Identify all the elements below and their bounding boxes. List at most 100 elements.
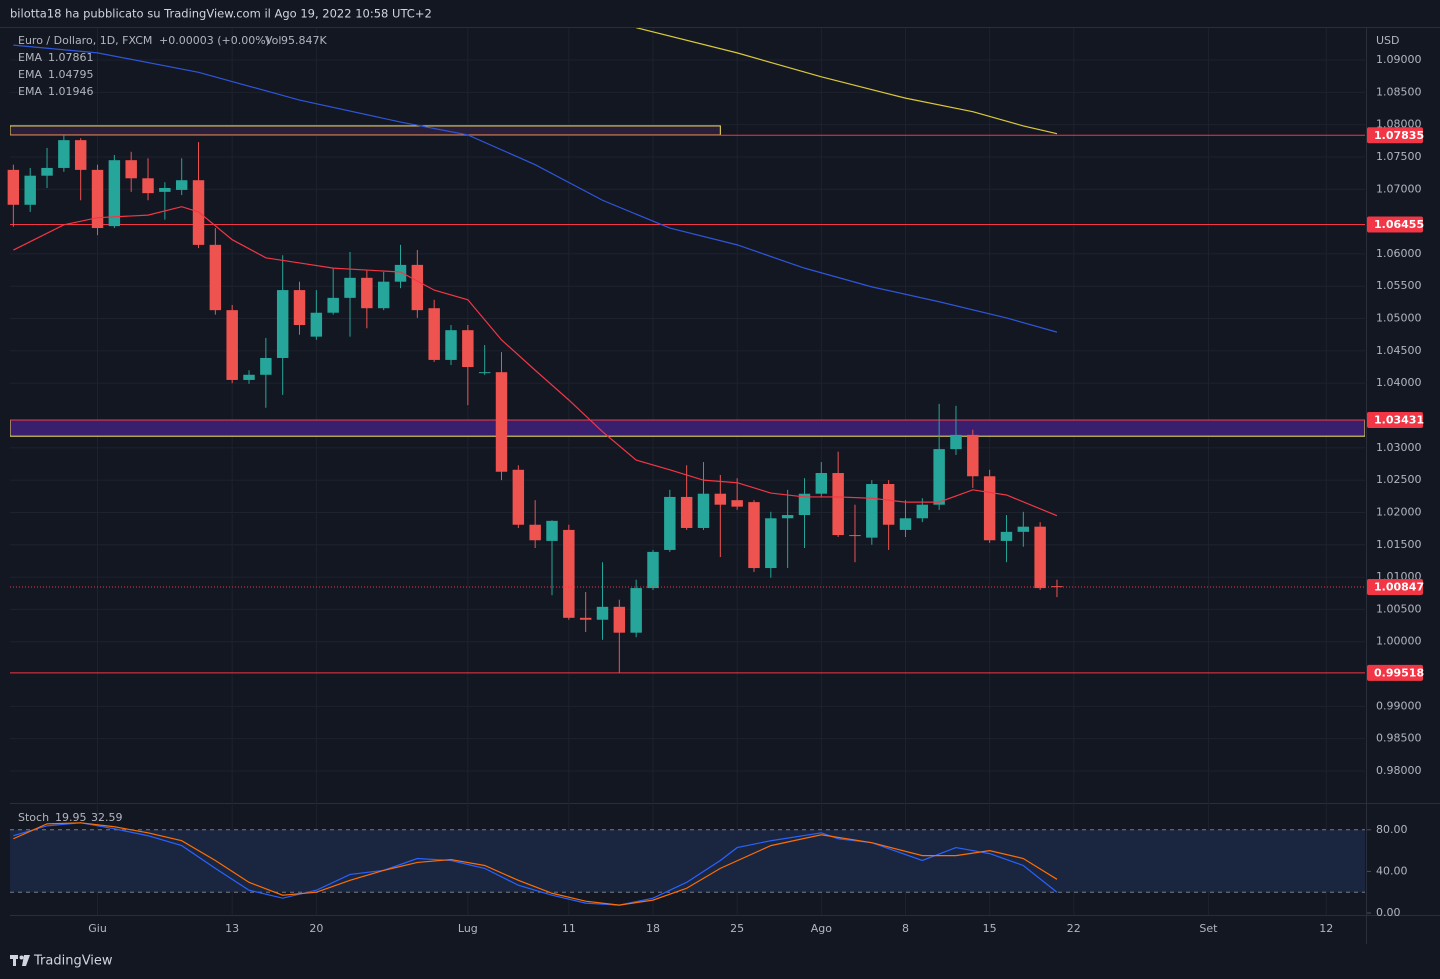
y-tick-label: 1.00500 <box>1376 602 1422 615</box>
level-label: 0.99518 <box>1374 666 1424 679</box>
candle-body <box>1000 531 1013 541</box>
level-label: 1.07835 <box>1374 129 1424 142</box>
stoch-band <box>10 829 1365 893</box>
candle-body <box>411 264 424 311</box>
level-tag <box>1367 127 1423 144</box>
candle-body <box>478 372 491 374</box>
stoch-line <box>13 822 1058 906</box>
candle-body <box>765 518 777 569</box>
y-tick-label: 0.99000 <box>1376 699 1422 712</box>
zone <box>10 125 721 136</box>
candle-body <box>680 496 693 528</box>
y-tick-label: 0.98000 <box>1376 764 1422 777</box>
candle-body <box>226 310 238 380</box>
y-tick-label: 1.04500 <box>1376 344 1422 357</box>
ema-line <box>13 206 1058 517</box>
candle-body <box>41 167 53 176</box>
legend-value: 1.04795 <box>48 68 94 81</box>
candle-body <box>142 178 154 194</box>
candle-body <box>243 374 255 380</box>
x-tick-label: 22 <box>1067 922 1081 935</box>
y-tick-label: 1.03000 <box>1376 441 1422 454</box>
y-tick-label: 1.07000 <box>1376 182 1422 195</box>
candle-body <box>529 524 541 541</box>
legend-name: EMA <box>18 85 42 98</box>
price-axis: 0.980000.985000.990001.000001.005001.010… <box>1367 34 1424 919</box>
candle-body <box>781 515 794 519</box>
symbol-title: Euro / Dollaro, 1D, FXCM <box>18 34 152 47</box>
candle-body <box>613 606 626 633</box>
price-change: +0.00003 (+0.00%) <box>159 34 270 47</box>
y-tick-label: 1.06000 <box>1376 247 1422 260</box>
level-tag <box>1367 216 1423 233</box>
candle-body <box>495 372 508 472</box>
level-tag <box>1367 664 1423 681</box>
x-tick-label: 20 <box>309 922 323 935</box>
candle-body <box>1051 586 1063 588</box>
candle-body <box>310 312 323 337</box>
x-tick-label: 11 <box>562 922 576 935</box>
candle-body <box>630 588 642 633</box>
y-tick-label: 1.05000 <box>1376 312 1422 325</box>
candle-body <box>798 493 811 516</box>
candle-body <box>983 476 996 541</box>
level-tag <box>1367 411 1423 428</box>
x-tick-label: 25 <box>730 922 744 935</box>
footer-bar <box>0 944 1440 979</box>
indicator-title: Stoch <box>18 811 49 824</box>
candle-body <box>866 484 878 538</box>
main-pane: Giu 13 20 Lug 11 18 25 Ago 8 15 22 Set 12 Euro / Doll… <box>7 28 1365 935</box>
candle-body <box>731 500 743 507</box>
candle-body <box>849 535 861 537</box>
candle-body <box>58 140 70 168</box>
candle-body <box>91 169 104 229</box>
header-text: bilotta18 ha pubblicato su TradingView.c… <box>10 7 432 21</box>
brand-logo <box>10 955 30 966</box>
current-price-tag <box>1367 578 1423 595</box>
y-tick-label: 40.00 <box>1376 864 1408 877</box>
legend-name: EMA <box>18 68 42 81</box>
candle-body <box>933 449 945 505</box>
y-tick-label: 80.00 <box>1376 823 1408 836</box>
y-tick-label: 1.04000 <box>1376 376 1422 389</box>
candle-body <box>647 551 659 589</box>
candle-body <box>428 308 440 360</box>
x-tick-label: Set <box>1199 922 1218 935</box>
currency-label: USD <box>1376 34 1400 47</box>
candle-body <box>950 434 962 450</box>
candle-body <box>361 277 373 309</box>
candle-body <box>293 290 306 326</box>
candle-body <box>159 187 171 192</box>
y-tick-label: 1.02500 <box>1376 473 1422 486</box>
candle-body <box>596 606 609 620</box>
candle-body <box>344 277 356 298</box>
candle-body <box>276 290 289 358</box>
brand-name: TradingView <box>33 954 113 969</box>
candle-body <box>714 493 727 505</box>
legend-value: 19.95 <box>55 811 87 824</box>
candle-body <box>563 529 575 618</box>
y-tick-label: 1.05500 <box>1376 279 1422 292</box>
y-tick-label: 1.00000 <box>1376 635 1422 648</box>
candle-body <box>1034 526 1046 589</box>
candle-body <box>882 484 895 525</box>
volume-label: Vol <box>265 34 281 47</box>
y-tick-label: 0.00 <box>1376 906 1401 919</box>
stoch-pane: Stoch 19.95 32.59 <box>10 811 1365 906</box>
x-tick-label: Ago <box>811 922 833 935</box>
candle-body <box>832 473 844 536</box>
candle-body <box>125 160 137 179</box>
y-tick-label: 1.02000 <box>1376 505 1422 518</box>
volume-value: 95.847K <box>281 34 327 47</box>
x-tick-label: 13 <box>225 922 239 935</box>
level-label: 1.06455 <box>1374 218 1424 231</box>
x-tick-label: 15 <box>983 922 997 935</box>
legend-value: 1.07861 <box>48 51 94 64</box>
candle-body <box>579 617 592 620</box>
candle-body <box>24 175 36 205</box>
candle-body <box>748 502 760 569</box>
candle-body <box>260 357 272 375</box>
y-tick-label: 1.08500 <box>1376 85 1422 98</box>
ema-line <box>636 28 1058 135</box>
